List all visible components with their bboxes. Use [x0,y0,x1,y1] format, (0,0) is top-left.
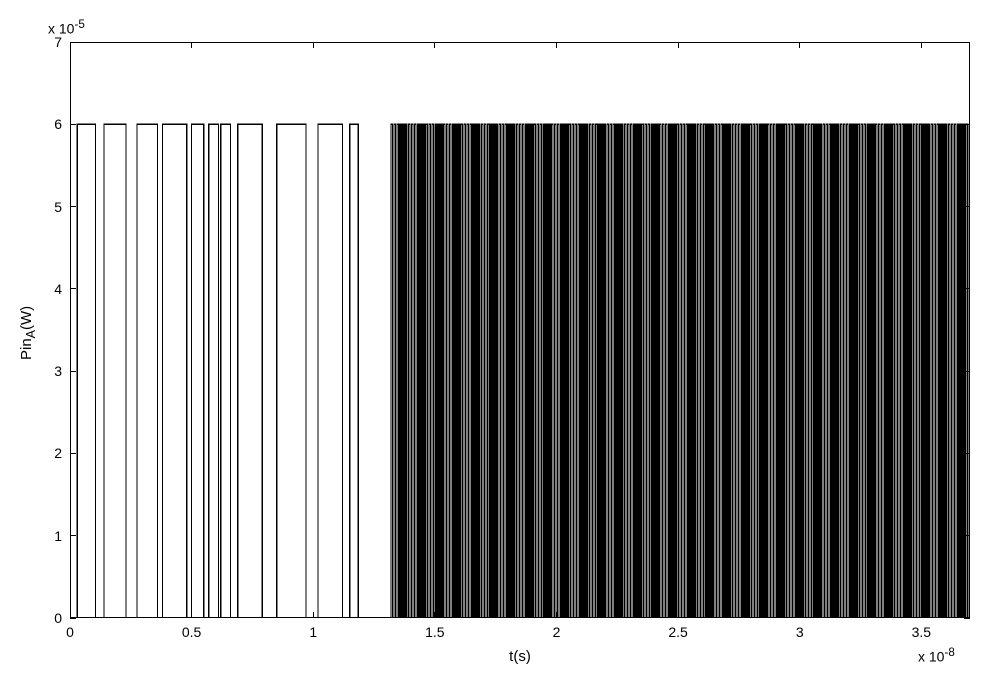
x-tick-mark [556,612,557,618]
x-tick-mark [70,612,71,618]
y-tick-label: 2 [22,445,62,461]
x-tick-mark [313,612,314,618]
chart-svg [0,0,1000,694]
y-tick-label: 5 [22,199,62,215]
x-tick-mark [921,612,922,618]
y-tick-mark [964,453,970,454]
y-tick-mark [70,371,76,372]
x-tick-mark [191,42,192,48]
x-tick-label: 2.5 [658,624,698,640]
series-line [70,124,970,618]
y-tick-label: 7 [22,34,62,50]
x-tick-mark [678,42,679,48]
y-tick-label: 4 [22,281,62,297]
y-tick-mark [70,618,76,619]
x-tick-mark [799,612,800,618]
y-tick-mark [70,288,76,289]
x-tick-mark [313,42,314,48]
y-tick-mark [964,206,970,207]
x-tick-label: 0 [50,624,90,640]
x-tick-mark [434,612,435,618]
chart-container: x 10-5 x 10-8 PinA(W) t(s) 0123456700.51… [0,0,1000,694]
x-tick-label: 3.5 [901,624,941,640]
y-tick-label: 1 [22,528,62,544]
y-tick-mark [964,371,970,372]
y-tick-label: 3 [22,363,62,379]
x-tick-label: 0.5 [172,624,212,640]
x-tick-label: 1.5 [415,624,455,640]
x-tick-mark [799,42,800,48]
x-tick-label: 3 [780,624,820,640]
y-tick-mark [964,42,970,43]
y-tick-mark [70,535,76,536]
x-tick-mark [70,42,71,48]
y-tick-mark [964,618,970,619]
x-tick-mark [191,612,192,618]
x-tick-mark [434,42,435,48]
y-tick-mark [964,288,970,289]
y-tick-mark [70,206,76,207]
y-tick-mark [70,42,76,43]
x-tick-mark [921,42,922,48]
x-tick-mark [678,612,679,618]
y-tick-mark [964,124,970,125]
y-tick-mark [964,535,970,536]
x-tick-mark [556,42,557,48]
y-tick-mark [70,453,76,454]
y-tick-mark [70,124,76,125]
y-tick-label: 6 [22,116,62,132]
x-tick-label: 1 [293,624,333,640]
x-tick-label: 2 [536,624,576,640]
